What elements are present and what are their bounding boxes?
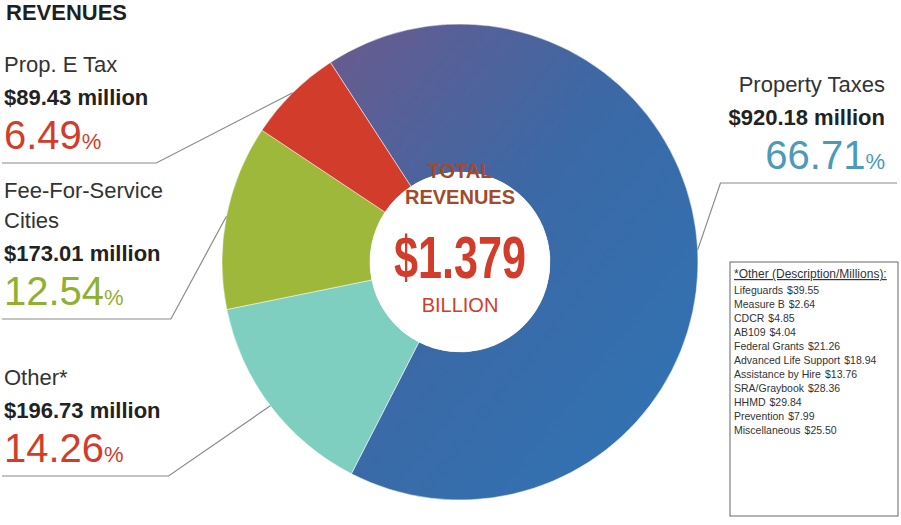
breakdown-item: Measure B $2.64 — [734, 298, 815, 310]
breakdown-box — [730, 262, 898, 516]
center-unit: BILLION — [422, 294, 499, 316]
value-label: 66.71% — [765, 133, 885, 177]
other-breakdown: *Other (Description/Millions): Lifeguards… — [730, 262, 898, 516]
breakdown-item: Advanced Life Support $18.94 — [734, 354, 877, 366]
value-label-unit: % — [865, 149, 885, 174]
breakdown-item-name: Federal Grants — [734, 340, 804, 352]
value-label-number: 66.71 — [765, 133, 865, 177]
breakdown-item-value: $2.64 — [789, 298, 815, 310]
breakdown-title: *Other (Description/Millions): — [734, 267, 887, 281]
slices — [222, 24, 698, 500]
center-title-line: TOTAL — [428, 160, 493, 182]
slice-label: Prop. E Tax $89.43 million 6.49% — [4, 52, 148, 157]
category-label: Fee-For-Service Cities — [4, 178, 163, 233]
breakdown-item-value: $29.84 — [770, 396, 802, 408]
breakdown-item-name: Assistance by Hire — [734, 368, 821, 380]
breakdown-item-name: Lifeguards — [734, 284, 783, 296]
center-disc — [370, 172, 550, 352]
category-label-line: Other* — [4, 365, 68, 390]
breakdown-item-name: AB109 — [734, 326, 766, 338]
breakdown-item-value: $4.04 — [770, 326, 796, 338]
value-label-unit: % — [104, 285, 124, 310]
value-label: 6.49% — [4, 113, 101, 157]
breakdown-item-value: $28.36 — [808, 382, 840, 394]
breakdown-item-value: $25.50 — [805, 424, 837, 436]
breakdown-item: CDCR$4.85 — [734, 312, 795, 324]
breakdown-item-name: CDCR — [734, 312, 765, 324]
breakdown-item: Miscellaneous $25.50 — [734, 424, 837, 436]
leader-line — [2, 406, 270, 476]
value-label: 12.54% — [4, 269, 124, 313]
breakdown-item-name: Measure B — [734, 298, 785, 310]
slice — [262, 62, 411, 212]
category-label: Other* — [4, 365, 68, 390]
breakdown-item: Federal Grants $21.26 — [734, 340, 840, 352]
leader-line — [698, 183, 897, 250]
value-label-number: 14.26 — [4, 426, 104, 470]
amount-label: $89.43 million — [4, 85, 148, 110]
leader-line — [2, 216, 226, 319]
breakdown-item-value: $4.85 — [768, 312, 794, 324]
center-title-line: REVENUES — [405, 186, 515, 208]
breakdown-item-name: Prevention — [734, 410, 784, 422]
breakdown-item: Assistance by Hire $13.76 — [734, 368, 857, 380]
slice — [330, 24, 698, 500]
value-label-number: 6.49 — [4, 113, 82, 157]
category-label-line: Cities — [4, 208, 59, 233]
breakdown-item-value: $21.26 — [808, 340, 840, 352]
breakdown-item-value: $13.76 — [825, 368, 857, 380]
chart-title: REVENUES — [6, 0, 127, 25]
breakdown-item-name: Advanced Life Support — [734, 354, 840, 366]
center-title: TOTAL REVENUES — [405, 160, 515, 208]
amount-label: $196.73 million — [4, 398, 161, 423]
value-label-unit: % — [104, 442, 124, 467]
category-label-line: Prop. E Tax — [4, 52, 117, 77]
breakdown-item-name: Miscellaneous — [734, 424, 801, 436]
value-label-unit: % — [82, 129, 102, 154]
category-label: Prop. E Tax — [4, 52, 117, 77]
breakdown-item: AB109 $4.04 — [734, 326, 796, 338]
chart: REVENUES TOTAL REVENUES $1.379 BILLION Proper… — [0, 0, 901, 525]
breakdown-item-name: HHMD — [734, 396, 766, 408]
value-label: 14.26% — [4, 426, 124, 470]
leader-line — [2, 93, 293, 163]
breakdown-item-name: SRA/Graybook — [734, 382, 805, 394]
breakdown-item-value: $18.94 — [844, 354, 876, 366]
breakdown-item: Lifeguards $39.55 — [734, 284, 819, 296]
amount-label: $920.18 million — [728, 105, 885, 130]
category-label-line: Fee-For-Service — [4, 178, 163, 203]
value-label-number: 12.54 — [4, 269, 104, 313]
slice-label: Fee-For-Service Cities $173.01 million 12.5… — [4, 178, 163, 313]
breakdown-item: SRA/Graybook$28.36 — [734, 382, 840, 394]
slice-label: Property Taxes $920.18 million 66.71% — [728, 72, 885, 177]
breakdown-item-value: $7.99 — [788, 410, 814, 422]
breakdown-item-value: $39.55 — [787, 284, 819, 296]
center-value: $1.379 — [394, 224, 526, 291]
amount-label: $173.01 million — [4, 241, 161, 266]
category-label-line: Property Taxes — [739, 72, 885, 97]
category-label: Property Taxes — [739, 72, 885, 97]
breakdown-item: HHMD $29.84 — [734, 396, 802, 408]
slice-label: Other* $196.73 million 14.26% — [4, 365, 161, 470]
breakdown-item: Prevention $7.99 — [734, 410, 815, 422]
center-text: TOTAL REVENUES $1.379 BILLION — [394, 160, 526, 316]
